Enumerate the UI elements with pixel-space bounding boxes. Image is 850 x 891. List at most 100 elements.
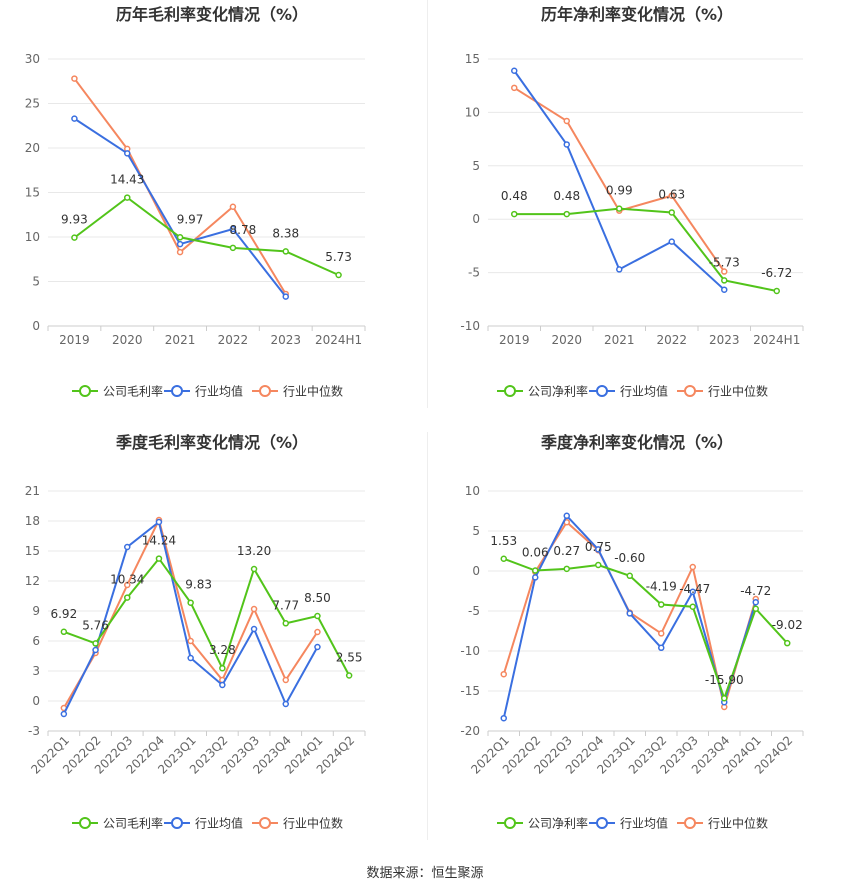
legend-label: 公司毛利率 bbox=[103, 816, 163, 831]
legend-label: 行业中位数 bbox=[283, 384, 343, 399]
data-label: -5.73 bbox=[709, 255, 740, 269]
data-point-company bbox=[563, 565, 570, 573]
y-tick-label: 21 bbox=[25, 484, 40, 498]
data-label: 5.73 bbox=[325, 250, 352, 264]
legend-swatch-marker bbox=[79, 817, 91, 829]
legend-swatch-marker bbox=[684, 817, 696, 829]
chart-svg: 历年毛利率变化情况（%） 0 5 10 15 20 25 30 2019 2020 2021 2022… bbox=[25, 5, 366, 399]
data-point-industry-avg bbox=[187, 654, 194, 662]
legend-label: 行业中位数 bbox=[708, 384, 768, 399]
data-point-industry-median bbox=[668, 192, 675, 199]
data-point-industry-avg bbox=[563, 512, 570, 520]
legend-item-industry-median[interactable]: 行业中位数 bbox=[252, 816, 343, 831]
legend-label: 公司净利率 bbox=[528, 384, 588, 399]
y-tick-label: 20 bbox=[25, 141, 40, 155]
data-point-company bbox=[668, 209, 675, 216]
data-label: 0.99 bbox=[606, 184, 633, 198]
legend-item-company[interactable]: 公司毛利率 bbox=[72, 384, 163, 399]
legend-item-company[interactable]: 公司净利率 bbox=[497, 384, 588, 399]
x-tick-label: 2022 bbox=[656, 333, 687, 347]
data-label: 8.78 bbox=[230, 223, 257, 237]
data-point-industry-avg bbox=[60, 710, 68, 718]
y-tick-label: 10 bbox=[465, 105, 480, 119]
data-label: 9.93 bbox=[61, 213, 88, 227]
data-label: 0.75 bbox=[585, 540, 612, 554]
data-point-industry-median bbox=[689, 563, 696, 571]
data-point-company bbox=[71, 234, 78, 241]
legend-label: 公司净利率 bbox=[528, 816, 588, 831]
data-point-industry-avg bbox=[250, 625, 258, 633]
data-label: 8.50 bbox=[304, 591, 331, 605]
legend-item-company[interactable]: 公司毛利率 bbox=[72, 816, 163, 831]
legend-item-industry-avg[interactable]: 行业均值 bbox=[589, 816, 668, 831]
data-label: 10.34 bbox=[110, 573, 144, 587]
chart-title: 季度净利率变化情况（%） bbox=[540, 433, 733, 452]
data-point-industry-median bbox=[500, 670, 507, 678]
legend-swatch-marker bbox=[596, 817, 608, 829]
data-point-industry-avg bbox=[155, 518, 163, 526]
data-point-company bbox=[155, 555, 163, 562]
legend-swatch-marker bbox=[504, 385, 516, 397]
data-label: -4.19 bbox=[646, 580, 677, 594]
x-tick-label: 2024H1 bbox=[753, 333, 800, 347]
legend-item-industry-avg[interactable]: 行业均值 bbox=[164, 384, 243, 399]
legend-item-industry-avg[interactable]: 行业均值 bbox=[589, 384, 668, 399]
legend-item-industry-median[interactable]: 行业中位数 bbox=[677, 816, 768, 831]
y-tick-label: 15 bbox=[465, 52, 480, 66]
data-point-industry-avg bbox=[626, 610, 633, 617]
legend-item-industry-median[interactable]: 行业中位数 bbox=[677, 384, 768, 399]
data-label: 0.27 bbox=[553, 544, 580, 558]
y-tick-label: 15 bbox=[25, 186, 40, 200]
x-tick-label: 2020 bbox=[551, 333, 582, 347]
data-point-industry-median bbox=[721, 268, 728, 275]
data-point-industry-median bbox=[563, 117, 570, 125]
data-point-industry-avg bbox=[721, 286, 728, 293]
y-tick-label: -15 bbox=[460, 684, 480, 698]
data-point-industry-avg bbox=[92, 646, 99, 654]
legend-label: 行业中位数 bbox=[708, 816, 768, 831]
vertical-divider-bottom bbox=[427, 432, 428, 840]
data-point-company bbox=[229, 244, 237, 252]
annual-gross-margin-chart: 历年毛利率变化情况（%） 0 5 10 15 20 25 30 2019 2020 2021 2022… bbox=[0, 0, 425, 420]
x-tick-label: 2021 bbox=[604, 333, 635, 347]
data-point-company bbox=[784, 639, 791, 647]
chart-title: 历年毛利率变化情况（%） bbox=[116, 5, 308, 24]
data-point-company bbox=[282, 248, 289, 255]
x-tick-label: 2019 bbox=[59, 333, 90, 347]
legend-item-company[interactable]: 公司净利率 bbox=[497, 816, 588, 831]
data-label: -0.60 bbox=[614, 551, 645, 565]
series-line-company bbox=[63, 556, 351, 676]
chart-svg: 季度毛利率变化情况（%）-30369121518212022Q12022Q220… bbox=[25, 433, 366, 831]
data-point-industry-median bbox=[71, 75, 78, 82]
annual-net-margin-chart: 历年净利率变化情况（%） -10 -5 0 5 10 15 2019 2020 2021 2022 2… bbox=[425, 0, 850, 420]
data-label: 13.20 bbox=[237, 544, 271, 558]
data-point-industry-median bbox=[314, 628, 321, 636]
legend-label: 行业均值 bbox=[620, 384, 668, 399]
y-tick-label: -10 bbox=[460, 319, 480, 333]
quarterly-net-margin-chart: 季度净利率变化情况（%） -20 -15 -10 -5 0 5 10 2022Q1 2022Q2 2… bbox=[425, 428, 850, 848]
data-label: -6.72 bbox=[761, 266, 792, 280]
legend-item-industry-median[interactable]: 行业中位数 bbox=[252, 384, 343, 399]
data-point-company bbox=[500, 555, 507, 563]
data-label: 14.43 bbox=[110, 173, 144, 187]
data-point-company bbox=[658, 601, 665, 608]
legend-label: 行业均值 bbox=[195, 384, 243, 399]
data-point-industry-avg bbox=[314, 643, 321, 651]
x-tick-label: 2022 bbox=[218, 333, 249, 347]
y-tick-label: 0 bbox=[32, 319, 40, 333]
chart-svg: 历年净利率变化情况（%） -10 -5 0 5 10 15 2019 2020 2021 2022 2… bbox=[460, 5, 804, 399]
data-point-industry-avg bbox=[282, 700, 289, 708]
data-point-company bbox=[219, 664, 226, 672]
data-point-industry-avg bbox=[563, 141, 570, 148]
y-tick-label: 0 bbox=[32, 694, 40, 708]
legend-item-industry-avg[interactable]: 行业均值 bbox=[164, 816, 243, 831]
data-point-company bbox=[721, 694, 728, 702]
legend-swatch-marker bbox=[684, 385, 696, 397]
series-line-industry-avg bbox=[513, 70, 725, 291]
data-label: 8.38 bbox=[272, 226, 299, 240]
data-point-industry-avg bbox=[124, 150, 131, 157]
data-point-industry-avg bbox=[176, 240, 184, 248]
series-line-industry-median bbox=[73, 77, 287, 295]
y-tick-label: 3 bbox=[32, 664, 40, 678]
y-tick-label: 15 bbox=[25, 544, 40, 558]
